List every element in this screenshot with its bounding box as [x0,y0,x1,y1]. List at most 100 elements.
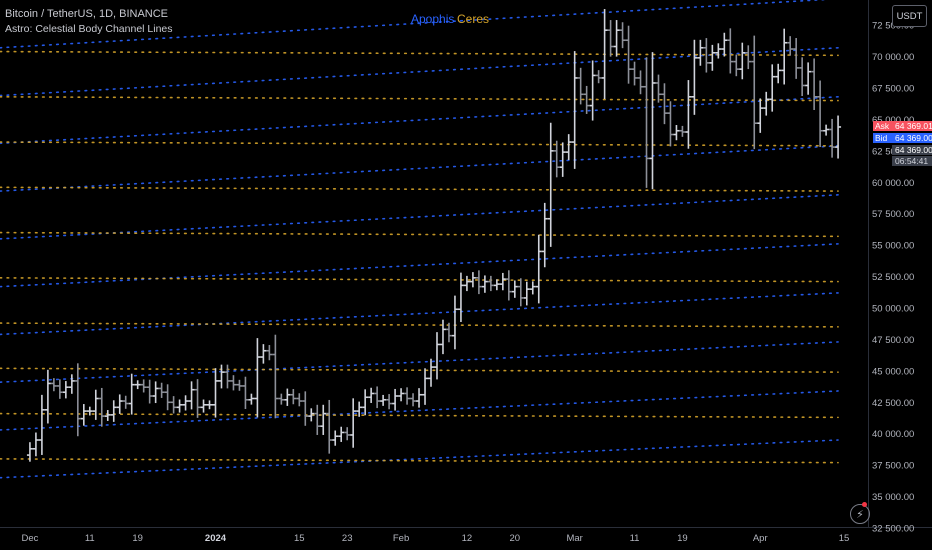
ohlc-bar[interactable] [523,281,530,306]
ohlc-bar[interactable] [703,38,710,73]
ohlc-bar[interactable] [451,295,458,350]
ohlc-bar[interactable] [553,140,560,178]
ohlc-bar[interactable] [631,61,638,86]
ohlc-bar[interactable] [392,388,399,411]
ohlc-bar[interactable] [811,58,818,110]
ohlc-bar[interactable] [260,344,267,364]
ohlc-bar[interactable] [146,379,153,404]
ohlc-bar[interactable] [314,404,321,435]
ohlc-bar[interactable] [80,404,87,426]
ohlc-bar[interactable] [799,57,806,97]
ohlc-bar[interactable] [308,408,315,422]
ohlc-bar[interactable] [356,401,363,417]
ohlc-bar[interactable] [505,270,512,301]
ohlc-bar[interactable] [368,387,375,403]
ohlc-bar[interactable] [236,379,243,391]
ohlc-bar[interactable] [583,85,590,114]
ohlc-bar[interactable] [374,386,381,409]
legend-apophis[interactable]: Apophis [411,12,455,26]
ohlc-bar[interactable] [254,338,261,418]
ohlc-bar[interactable] [416,388,423,408]
ohlc-bar[interactable] [44,369,51,424]
ohlc-bar[interactable] [62,381,69,399]
ohlc-bar[interactable] [68,374,75,394]
ohlc-bar[interactable] [763,91,770,116]
ohlc-bar[interactable] [302,391,309,426]
ohlc-bar[interactable] [709,44,716,71]
ohlc-bar[interactable] [218,364,225,389]
ohlc-bar[interactable] [781,28,788,85]
ohlc-bar[interactable] [613,20,620,57]
ohlc-bar[interactable] [26,442,33,462]
ohlc-bar[interactable] [685,80,692,149]
currency-button[interactable]: USDT [892,5,927,27]
ohlc-bar[interactable] [511,280,518,298]
ohlc-bar[interactable] [469,272,476,288]
ohlc-bar[interactable] [164,384,171,411]
ohlc-bar[interactable] [140,379,147,393]
ohlc-bar[interactable] [182,395,189,411]
ohlc-bar[interactable] [212,368,219,418]
ohlc-bar[interactable] [398,388,405,402]
ohlc-bar[interactable] [338,426,345,442]
ohlc-bar[interactable] [386,394,393,410]
legend-ceres[interactable]: Ceres [457,12,490,26]
ohlc-bar[interactable] [541,202,548,268]
ohlc-bar[interactable] [380,394,387,406]
ohlc-bar[interactable] [481,275,488,293]
ohlc-bar[interactable] [529,281,536,295]
ohlc-bar[interactable] [733,54,740,77]
ohlc-bar[interactable] [439,319,446,355]
ohlc-bar[interactable] [487,275,494,292]
ohlc-bar[interactable] [296,393,303,407]
ohlc-bar[interactable] [817,80,824,148]
lightning-icon[interactable]: ⚡ [850,504,870,524]
ohlc-bar[interactable] [565,134,572,161]
ohlc-bar[interactable] [242,376,249,410]
ohlc-bar[interactable] [344,427,351,441]
ohlc-bar[interactable] [332,430,339,446]
ohlc-bar[interactable] [290,389,297,405]
ohlc-bar[interactable] [152,381,159,404]
ohlc-bar[interactable] [445,322,452,343]
ohlc-bar[interactable] [266,345,273,361]
ohlc-bar[interactable] [571,51,578,169]
ohlc-bar[interactable] [32,432,39,457]
ohlc-bar[interactable] [751,35,758,150]
ohlc-bar[interactable] [350,398,357,448]
ohlc-bar[interactable] [104,410,111,421]
ohlc-bar[interactable] [649,52,656,190]
ohlc-bar[interactable] [493,279,500,291]
ohlc-bar[interactable] [607,20,614,57]
ohlc-bar[interactable] [428,358,435,387]
ohlc-bar[interactable] [829,118,836,158]
ohlc-bar[interactable] [248,393,255,405]
ohlc-bar[interactable] [745,45,752,70]
ohlc-bar[interactable] [661,83,668,125]
ohlc-bar[interactable] [200,399,207,413]
ohlc-bar[interactable] [50,378,57,392]
ohlc-bar[interactable] [74,363,81,437]
ohlc-bar[interactable] [206,400,213,410]
ohlc-bar[interactable] [320,404,327,435]
ohlc-bar[interactable] [134,380,141,390]
ohlc-bar[interactable] [715,43,722,59]
ohlc-bar[interactable] [457,272,464,323]
ohlc-bar[interactable] [230,375,237,391]
ohlc-bar[interactable] [643,57,650,188]
ohlc-bar[interactable] [793,38,800,79]
ohlc-bar[interactable] [278,393,285,405]
ohlc-bar[interactable] [284,388,291,406]
ohlc-bar[interactable] [110,400,117,422]
ohlc-bar[interactable] [721,32,728,57]
ohlc-bar[interactable] [679,125,686,137]
ohlc-bar[interactable] [655,74,662,103]
symbol-title[interactable]: Bitcoin / TetherUS, 1D, BINANCE [5,8,169,20]
ohlc-bar[interactable] [128,373,135,415]
ohlc-bar[interactable] [517,278,524,307]
ohlc-bar[interactable] [404,387,411,405]
ohlc-bar[interactable] [619,22,626,49]
ohlc-bar[interactable] [499,272,506,291]
ohlc-bar[interactable] [727,28,734,74]
